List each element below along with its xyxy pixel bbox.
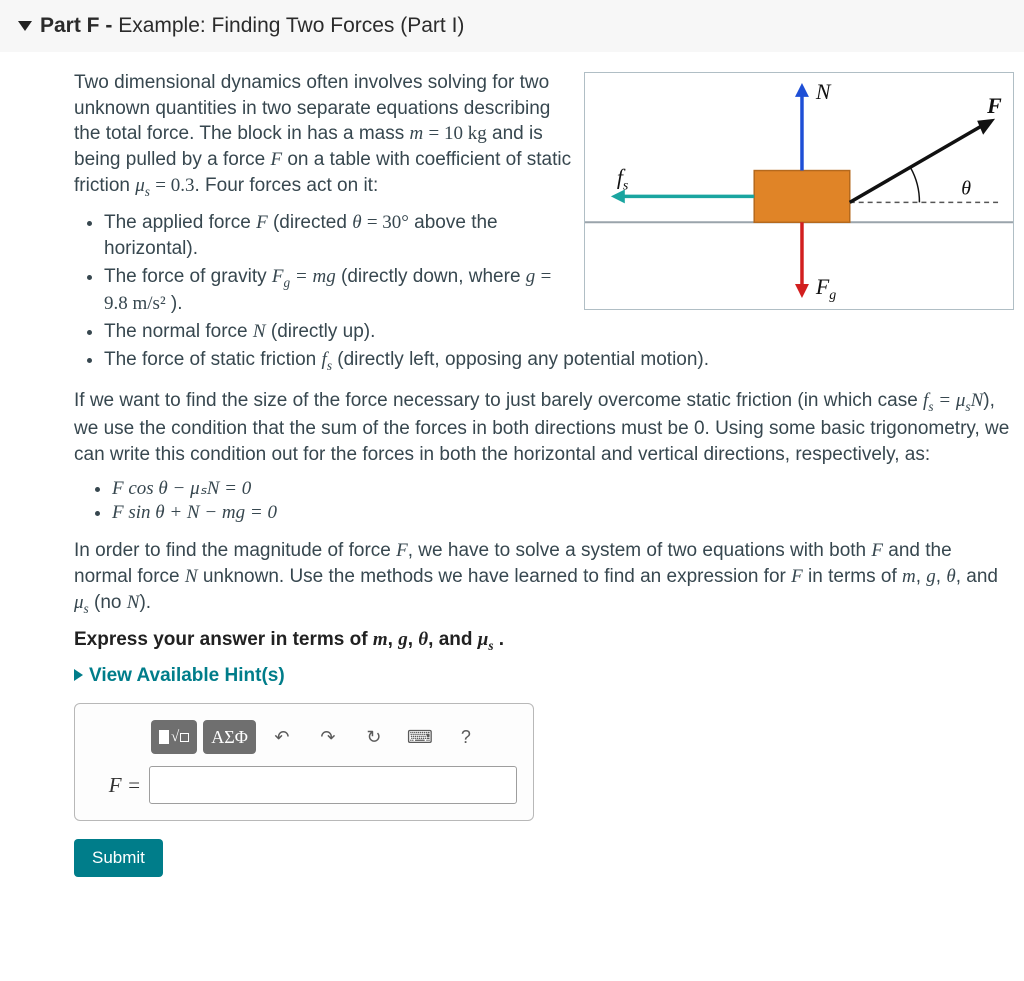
problem-body: N Fg fs F θ Two dimensional dynamics oft…: [0, 52, 1024, 907]
help-button[interactable]: ?: [446, 720, 486, 754]
equation-item: F cos θ − μₛN = 0: [112, 477, 1014, 500]
equation-toolbar: √ ΑΣΦ ↶ ↷ ↻ ⌨ ?: [151, 720, 517, 754]
diagram-svg: N Fg fs F θ: [585, 73, 1013, 310]
greek-button[interactable]: ΑΣΦ: [203, 720, 256, 754]
svg-text:F: F: [986, 93, 1002, 118]
task-paragraph: In order to find the magnitude of force …: [74, 538, 1014, 617]
free-body-diagram: N Fg fs F θ: [584, 72, 1014, 310]
svg-text:θ: θ: [961, 177, 971, 199]
undo-button[interactable]: ↶: [262, 720, 302, 754]
section-title: Part F - Example: Finding Two Forces (Pa…: [40, 14, 464, 37]
condition-paragraph: If we want to find the size of the force…: [74, 388, 1014, 467]
view-hints-toggle[interactable]: View Available Hint(s): [74, 665, 1014, 687]
collapse-caret-icon[interactable]: [18, 21, 32, 31]
redo-button[interactable]: ↷: [308, 720, 348, 754]
reset-button[interactable]: ↻: [354, 720, 394, 754]
list-item: The force of static friction fs (directl…: [104, 347, 1014, 375]
part-label: Part F -: [40, 14, 118, 37]
answer-input[interactable]: [149, 766, 517, 804]
answer-box: √ ΑΣΦ ↶ ↷ ↻ ⌨ ? F =: [74, 703, 534, 821]
root-icon: √: [171, 729, 179, 746]
svg-text:N: N: [815, 79, 832, 104]
equations-list: F cos θ − μₛN = 0 F sin θ + N − mg = 0: [112, 477, 1014, 524]
answer-prompt: Express your answer in terms of m, g, θ,…: [74, 627, 1014, 655]
svg-text:Fg: Fg: [815, 274, 836, 303]
fraction-icon: [159, 730, 169, 744]
keyboard-button[interactable]: ⌨: [400, 720, 440, 754]
equation-item: F sin θ + N − mg = 0: [112, 502, 1014, 524]
box-icon: [180, 733, 189, 742]
answer-input-row: F =: [91, 766, 517, 804]
list-item: The normal force N (directly up).: [104, 319, 1014, 345]
section-header[interactable]: Part F - Example: Finding Two Forces (Pa…: [0, 0, 1024, 52]
answer-lhs: F =: [91, 773, 141, 798]
submit-button[interactable]: Submit: [74, 839, 163, 877]
part-title-rest: Example: Finding Two Forces (Part I): [118, 14, 464, 37]
chevron-right-icon: [74, 669, 83, 681]
templates-button[interactable]: √: [151, 720, 197, 754]
svg-text:fs: fs: [617, 164, 629, 193]
